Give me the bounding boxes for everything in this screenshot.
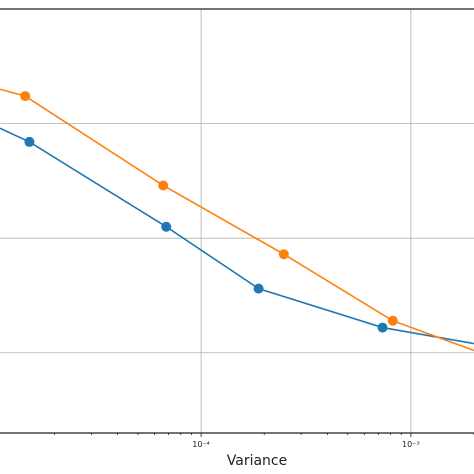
x-tick-label-1: 10⁻³ xyxy=(402,440,420,449)
x-axis-label: Variance xyxy=(227,453,287,469)
axes-layer: 10⁻⁴ 10⁻³ xyxy=(0,8,474,449)
series-0-point-1 xyxy=(24,136,35,147)
series-layer xyxy=(0,88,474,352)
series-0-line xyxy=(0,127,474,345)
series-1-point-3 xyxy=(278,249,289,260)
series-1-point-2 xyxy=(158,180,169,191)
series-1-line xyxy=(0,88,474,352)
x-tick-label-0: 10⁻⁴ xyxy=(192,440,210,449)
series-0-point-4 xyxy=(377,322,388,333)
series-1-point-1 xyxy=(20,91,31,102)
series-1-point-4 xyxy=(387,315,398,326)
series-0-point-2 xyxy=(161,221,172,232)
grid-layer xyxy=(0,9,474,433)
series-0-point-3 xyxy=(253,283,264,294)
